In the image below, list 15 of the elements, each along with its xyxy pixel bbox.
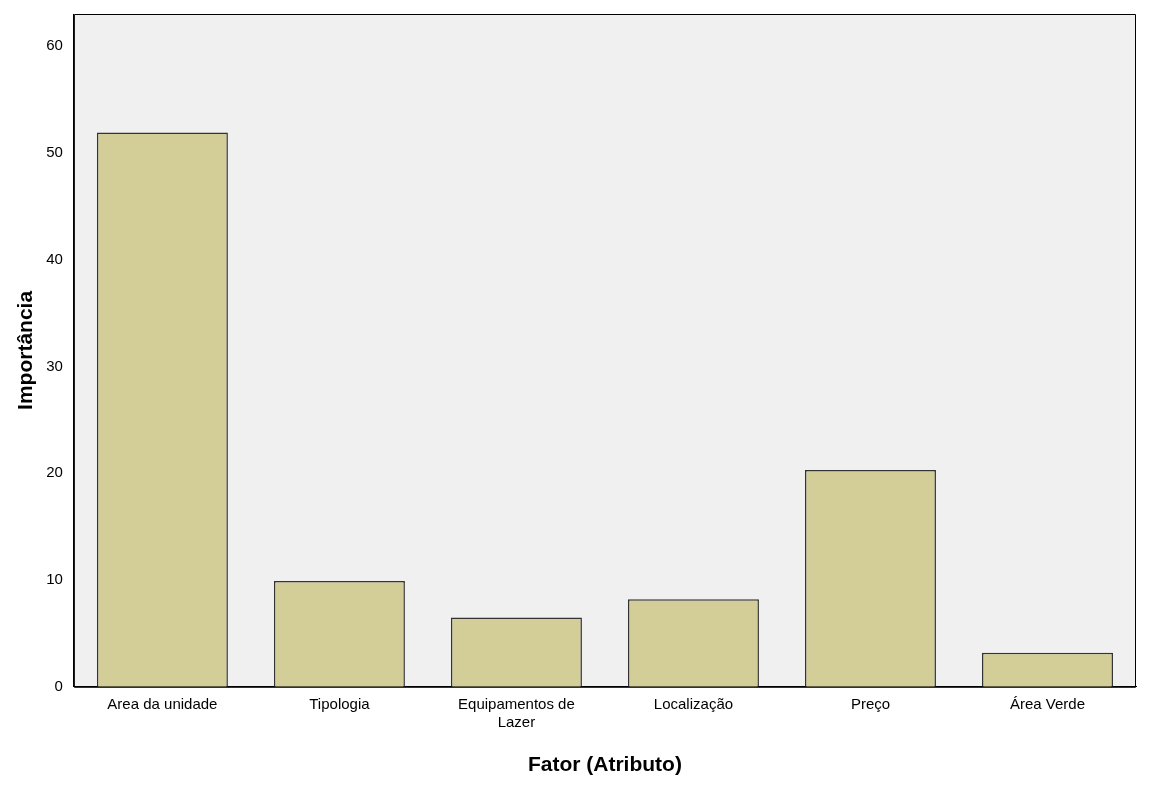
x-tick-label: Localização [653, 694, 734, 712]
y-tick-label: 60 [46, 36, 63, 54]
x-axis-title: Fator (Atributo) [527, 752, 682, 776]
x-tick-label: Área Verde [1009, 694, 1086, 712]
y-tick-label: 0 [54, 676, 63, 694]
x-tick-label: Tipologia [309, 694, 371, 712]
y-tick-label: 20 [46, 463, 63, 481]
y-tick-label: 40 [46, 249, 63, 267]
y-axis-title: Importância [13, 290, 37, 410]
y-tick-label: 30 [46, 356, 63, 374]
x-tick-label: Preço [850, 694, 891, 712]
y-tick-label: 10 [46, 570, 63, 588]
x-tick-label: Area da unidade [107, 694, 218, 712]
y-tick-label: 50 [46, 142, 63, 160]
x-tick-label: Equipamentos de Lazer [458, 694, 575, 730]
